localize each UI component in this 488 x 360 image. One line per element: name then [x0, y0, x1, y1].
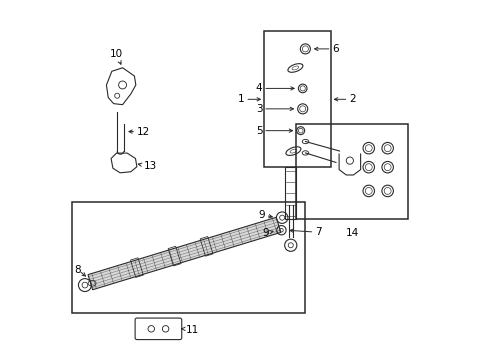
Bar: [130, 258, 143, 278]
Bar: [200, 237, 213, 256]
Text: 14: 14: [345, 228, 358, 238]
Text: 12: 12: [137, 127, 150, 136]
Text: 6: 6: [332, 44, 338, 54]
Text: 11: 11: [185, 325, 198, 335]
Text: 5: 5: [255, 126, 262, 136]
Text: 13: 13: [143, 161, 156, 171]
Bar: [72, 202, 305, 313]
Bar: [168, 246, 181, 266]
Polygon shape: [88, 217, 280, 290]
Bar: [285, 167, 296, 220]
Bar: [264, 31, 330, 167]
Text: 2: 2: [348, 94, 355, 104]
Text: 9: 9: [258, 210, 264, 220]
Text: 1: 1: [237, 94, 244, 104]
Text: 3: 3: [255, 104, 262, 114]
Bar: [296, 125, 407, 220]
Text: 9: 9: [262, 228, 268, 238]
Text: 8: 8: [74, 265, 81, 275]
Text: 7: 7: [314, 227, 321, 237]
Text: 4: 4: [255, 84, 262, 93]
Text: 10: 10: [110, 49, 123, 59]
